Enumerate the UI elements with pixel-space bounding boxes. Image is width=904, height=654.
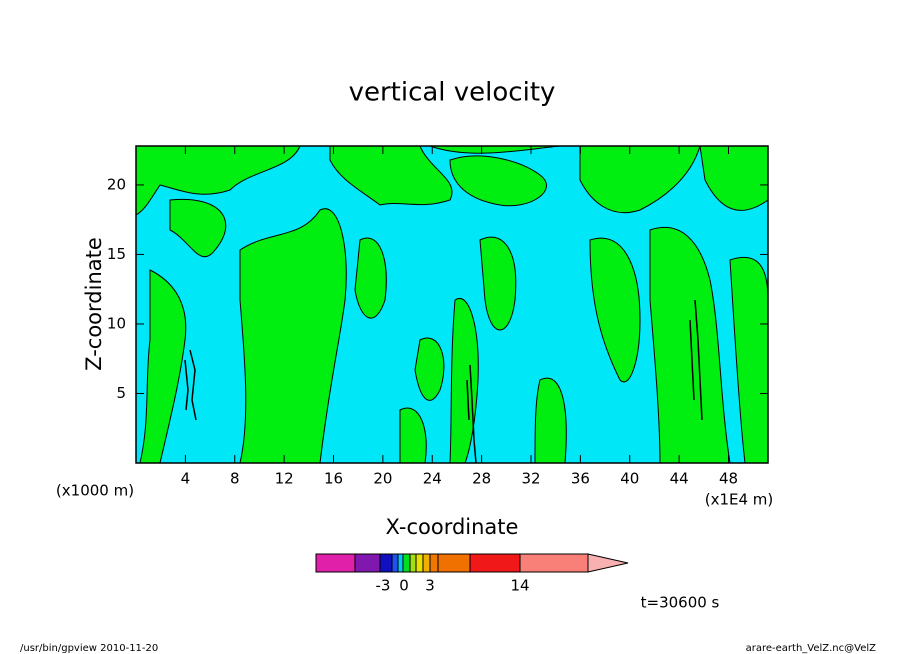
y-tick-label: 20 bbox=[107, 175, 126, 193]
colorbar-segment bbox=[315, 553, 356, 573]
plot-frame bbox=[135, 145, 769, 464]
footer-right: arare-earth_VelZ.nc@VelZ bbox=[746, 643, 877, 654]
colorbar-segment bbox=[519, 553, 589, 573]
time-label: t=30600 s bbox=[641, 594, 720, 612]
colorbar-segment bbox=[402, 553, 411, 573]
colorbar-segment bbox=[422, 553, 431, 573]
x-tick-label: 8 bbox=[230, 470, 240, 488]
x-tick-label: 40 bbox=[620, 470, 639, 488]
x-tick-label: 24 bbox=[423, 470, 442, 488]
colorbar-segment bbox=[379, 553, 393, 573]
x-unit-label: (x1E4 m) bbox=[705, 491, 774, 509]
colorbar-segment bbox=[354, 553, 381, 573]
x-tick-label: 36 bbox=[571, 470, 590, 488]
x-tick-label: 44 bbox=[670, 470, 689, 488]
colorbar-segment bbox=[391, 553, 399, 573]
colorbar-segment bbox=[397, 553, 404, 573]
x-tick-label: 4 bbox=[181, 470, 191, 488]
y-tick-label: 5 bbox=[116, 384, 126, 402]
x-tick-label: 16 bbox=[324, 470, 343, 488]
colorbar-tick-label: -3 bbox=[376, 577, 391, 595]
colorbar-segment bbox=[469, 553, 521, 573]
x-unit-label: (x1000 m) bbox=[56, 482, 134, 500]
y-tick-label: 10 bbox=[107, 314, 126, 332]
y-axis-label: Z-coordinate bbox=[82, 237, 106, 371]
colorbar-segment bbox=[437, 553, 471, 573]
colorbar-segment bbox=[409, 553, 417, 573]
colorbar-segment bbox=[429, 553, 439, 573]
x-tick-label: 28 bbox=[472, 470, 491, 488]
x-tick-label: 48 bbox=[719, 470, 738, 488]
colorbar-segment bbox=[415, 553, 424, 573]
contour-lines bbox=[184, 299, 703, 463]
x-tick-label: 12 bbox=[275, 470, 294, 488]
footer-left: /usr/bin/gpview 2010-11-20 bbox=[20, 643, 158, 654]
contour-regions bbox=[136, 146, 768, 463]
x-axis-label: X-coordinate bbox=[386, 515, 519, 539]
colorbar-tick-label: 14 bbox=[510, 577, 529, 595]
y-tick-label: 15 bbox=[107, 245, 126, 263]
colorbar-extension bbox=[587, 553, 629, 573]
x-tick-label: 32 bbox=[521, 470, 540, 488]
contour-fill bbox=[136, 146, 768, 463]
x-tick-label: 20 bbox=[373, 470, 392, 488]
colorbar-tick-label: 3 bbox=[425, 577, 435, 595]
colorbar-tick-label: 0 bbox=[399, 577, 409, 595]
chart-title: vertical velocity bbox=[349, 78, 556, 108]
